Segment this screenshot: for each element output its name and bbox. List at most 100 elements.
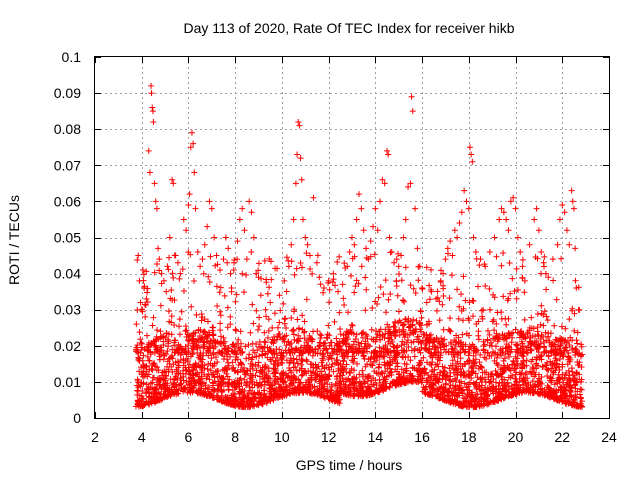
data-point: [216, 266, 223, 273]
data-point: [306, 252, 313, 259]
data-point: [138, 306, 145, 313]
data-point: [540, 322, 547, 329]
data-point: [558, 323, 565, 330]
data-point: [216, 289, 223, 296]
data-point: [361, 380, 368, 387]
data-point: [476, 262, 483, 269]
data-point: [149, 374, 156, 381]
data-point: [445, 326, 452, 333]
data-point: [248, 356, 255, 363]
data-point: [409, 108, 416, 115]
data-point: [179, 266, 186, 273]
data-point: [485, 387, 492, 394]
data-point: [208, 371, 215, 378]
data-point: [314, 386, 321, 393]
data-point: [299, 216, 306, 223]
data-point: [527, 386, 534, 393]
data-point: [211, 378, 218, 385]
data-point: [350, 338, 357, 345]
data-point: [299, 357, 306, 364]
data-point: [511, 288, 518, 295]
data-point: [186, 361, 193, 368]
data-point: [141, 285, 148, 292]
data-point: [238, 361, 245, 368]
data-point: [509, 361, 516, 368]
data-point: [487, 398, 494, 405]
data-point: [441, 346, 448, 353]
data-point: [411, 353, 418, 360]
data-point: [494, 397, 501, 404]
data-point: [514, 234, 521, 241]
data-point: [375, 364, 382, 371]
data-point: [567, 376, 574, 383]
data-point: [344, 263, 351, 270]
data-point: [277, 375, 284, 382]
y-tick-label: 0.01: [54, 374, 81, 390]
data-point: [428, 362, 435, 369]
data-point: [297, 335, 304, 342]
data-point: [138, 339, 145, 346]
data-point: [227, 270, 234, 277]
data-point: [388, 248, 395, 255]
data-point: [523, 369, 530, 376]
data-point: [478, 401, 485, 408]
data-point: [578, 395, 585, 402]
data-point: [201, 316, 208, 323]
data-point: [134, 388, 141, 395]
data-point: [547, 394, 554, 401]
data-point: [566, 384, 573, 391]
data-point: [227, 313, 234, 320]
data-point: [165, 336, 172, 343]
data-point: [376, 361, 383, 368]
data-point: [256, 323, 263, 330]
data-point: [535, 227, 542, 234]
data-point: [418, 314, 425, 321]
data-point: [220, 375, 227, 382]
data-point: [136, 277, 143, 284]
data-point: [486, 285, 493, 292]
data-point: [382, 368, 389, 375]
data-point: [508, 382, 515, 389]
data-point: [292, 377, 299, 384]
data-point: [486, 248, 493, 255]
data-point: [276, 292, 283, 299]
data-point: [142, 363, 149, 370]
data-point: [132, 403, 139, 410]
data-point: [505, 383, 512, 390]
data-point: [280, 389, 287, 396]
data-point: [417, 359, 424, 366]
data-point: [245, 355, 252, 362]
data-point: [392, 328, 399, 335]
data-point: [545, 352, 552, 359]
data-point: [440, 326, 447, 333]
data-point: [356, 391, 363, 398]
data-point: [290, 216, 297, 223]
data-point: [514, 355, 521, 362]
data-point: [432, 376, 439, 383]
data-point: [291, 271, 298, 278]
data-point: [318, 332, 325, 339]
data-point: [293, 386, 300, 393]
data-point: [425, 371, 432, 378]
data-point: [475, 283, 482, 290]
data-point: [473, 362, 480, 369]
data-point: [500, 357, 507, 364]
data-point: [330, 276, 337, 283]
data-point: [556, 379, 563, 385]
data-point: [546, 337, 553, 344]
data-point: [559, 397, 566, 404]
data-point: [400, 297, 407, 304]
data-point: [172, 337, 179, 344]
data-point: [262, 306, 269, 313]
data-point: [290, 308, 297, 315]
data-point: [153, 367, 160, 374]
data-point: [252, 372, 259, 379]
data-point: [377, 283, 384, 290]
data-point: [221, 338, 228, 345]
data-point: [433, 307, 440, 314]
data-point: [283, 325, 290, 332]
data-point: [429, 381, 436, 388]
data-point: [387, 290, 394, 297]
data-point: [434, 288, 441, 295]
data-point: [482, 263, 489, 270]
